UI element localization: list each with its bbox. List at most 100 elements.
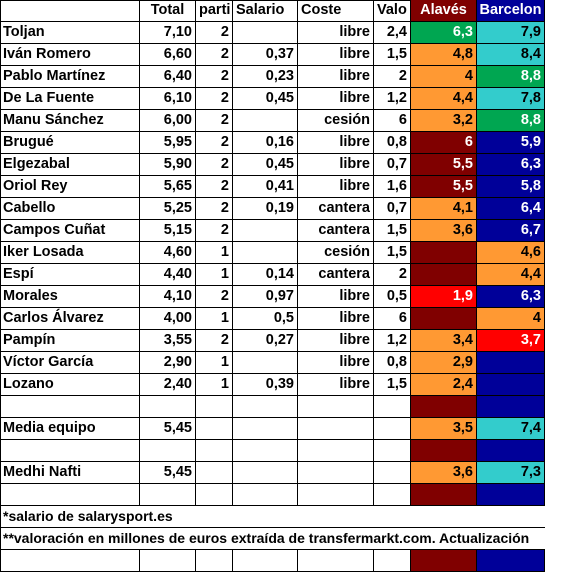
alaves-cell: 3,6 [411,220,477,242]
alaves-cell: 4,4 [411,88,477,110]
coste-cell: libre [298,66,374,88]
alaves-cell [411,264,477,286]
player-name-cell: Elgezabal [0,154,140,176]
coste-cell [298,440,374,462]
salario-cell: 0,41 [233,176,298,198]
player-name-cell: Oriol Rey [0,176,140,198]
parti-cell: 1 [196,374,233,396]
parti-cell: 2 [196,22,233,44]
coste-cell: cantera [298,198,374,220]
total-cell: 7,10 [140,22,196,44]
alaves-cell [411,308,477,330]
player-name-cell: Iván Romero [0,44,140,66]
valor-cell [374,418,411,440]
player-name-cell: Manu Sánchez [0,110,140,132]
alaves-cell: 2,9 [411,352,477,374]
valor-cell: 2 [374,264,411,286]
total-cell: 6,10 [140,88,196,110]
valor-cell [374,484,411,506]
coste-cell: libre [298,308,374,330]
parti-cell: 1 [196,308,233,330]
alaves-cell: 5,5 [411,154,477,176]
trailing-empty-cell [298,550,374,572]
barcelona-cell: 6,3 [477,154,545,176]
player-name-cell: De La Fuente [0,88,140,110]
coste-cell: libre [298,22,374,44]
salario-cell: 0,39 [233,374,298,396]
player-name-cell [0,396,140,418]
coste-cell: cesión [298,242,374,264]
salario-cell [233,484,298,506]
table-left-border [0,0,1,572]
barcelona-cell: 8,8 [477,110,545,132]
parti-cell: 1 [196,242,233,264]
total-cell: 4,00 [140,308,196,330]
barcelona-cell [477,374,545,396]
salario-cell [233,22,298,44]
barcelona-cell: 6,3 [477,286,545,308]
player-name-cell: Morales [0,286,140,308]
total-cell: 6,00 [140,110,196,132]
valor-cell: 6 [374,308,411,330]
salario-cell [233,242,298,264]
footnote-2: **valoración en millones de euros extraí… [0,528,545,550]
parti-cell [196,440,233,462]
alaves-cell: 4,8 [411,44,477,66]
valor-cell: 1,2 [374,88,411,110]
total-cell: 5,25 [140,198,196,220]
salario-cell: 0,5 [233,308,298,330]
parti-cell [196,396,233,418]
alaves-cell: 5,5 [411,176,477,198]
salario-cell [233,220,298,242]
player-name-cell: Pablo Martínez [0,66,140,88]
header-parti: parti [196,0,233,22]
parti-cell: 2 [196,176,233,198]
total-cell: 5,45 [140,462,196,484]
valor-cell: 0,8 [374,352,411,374]
valor-cell: 2,4 [374,22,411,44]
alaves-cell: 1,9 [411,286,477,308]
parti-cell: 1 [196,352,233,374]
player-name-cell: Espí [0,264,140,286]
coste-cell [298,418,374,440]
valor-cell: 0,8 [374,132,411,154]
player-name-cell [0,484,140,506]
valor-cell: 1,6 [374,176,411,198]
alaves-cell [411,242,477,264]
alaves-cell: 4 [411,66,477,88]
barcelona-cell: 6,4 [477,198,545,220]
salario-cell: 0,45 [233,88,298,110]
barcelona-cell: 3,7 [477,330,545,352]
barcelona-cell: 4,4 [477,264,545,286]
barcelona-cell: 5,9 [477,132,545,154]
salario-cell [233,440,298,462]
alaves-cell: 6 [411,132,477,154]
valor-cell: 1,5 [374,220,411,242]
barcelona-cell: 8,4 [477,44,545,66]
alaves-cell: 3,5 [411,418,477,440]
player-name-cell: Iker Losada [0,242,140,264]
player-name-cell: Medhi Nafti [0,462,140,484]
coste-cell [298,462,374,484]
valor-cell: 1,5 [374,44,411,66]
trailing-empty-cell [477,550,545,572]
player-name-cell: Lozano [0,374,140,396]
total-cell: 3,55 [140,330,196,352]
player-name-cell: Brugué [0,132,140,154]
salario-cell: 0,37 [233,44,298,66]
player-name-cell: Pampín [0,330,140,352]
total-cell [140,484,196,506]
total-cell: 6,40 [140,66,196,88]
coste-cell [298,484,374,506]
table-top-border [0,0,545,1]
valor-cell: 0,7 [374,198,411,220]
barcelona-cell: 7,3 [477,462,545,484]
valor-cell [374,462,411,484]
barcelona-cell: 6,7 [477,220,545,242]
alaves-cell [411,440,477,462]
salario-cell: 0,23 [233,66,298,88]
total-cell: 5,90 [140,154,196,176]
parti-cell [196,462,233,484]
valor-cell: 6 [374,110,411,132]
parti-cell [196,484,233,506]
